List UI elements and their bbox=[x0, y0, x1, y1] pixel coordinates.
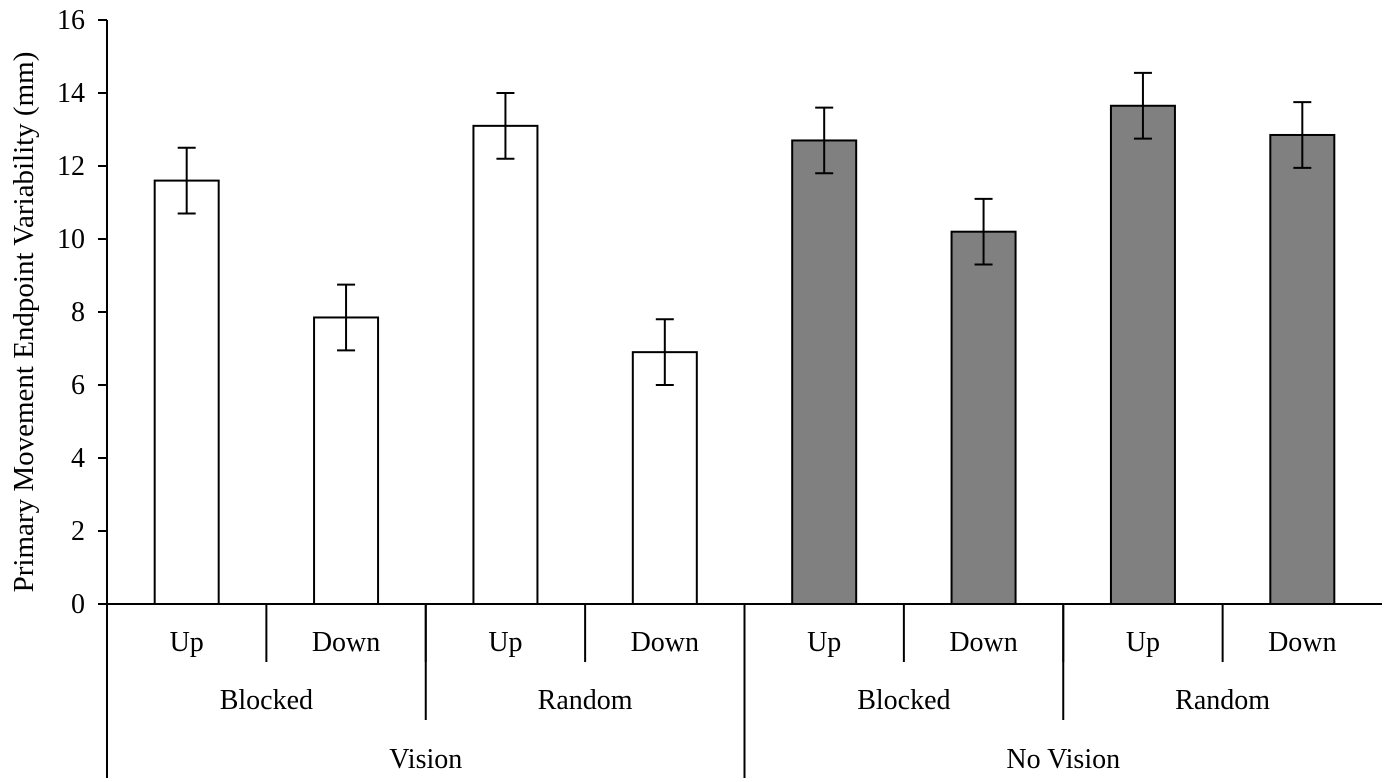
y-axis-label: Primary Movement Endpoint Variability (m… bbox=[8, 52, 40, 593]
x-category-label: Down bbox=[312, 627, 380, 658]
x-group-label: Blocked bbox=[220, 685, 313, 716]
bar bbox=[791, 139, 858, 605]
y-tick-label: 12 bbox=[57, 151, 85, 182]
x-supergroup-label: No Vision bbox=[1006, 744, 1120, 775]
x-group-label: Random bbox=[538, 685, 633, 716]
bar bbox=[950, 230, 1017, 605]
error-bar bbox=[655, 318, 674, 386]
x-supergroup-label: Vision bbox=[389, 744, 462, 775]
error-bar bbox=[815, 106, 834, 175]
y-tick-label: 2 bbox=[71, 516, 85, 547]
x-category-label: Down bbox=[631, 627, 699, 658]
y-tick-label: 4 bbox=[71, 443, 85, 474]
error-bar bbox=[177, 146, 196, 215]
y-ticks: 0 2 4 6 8 10 12 14 16 bbox=[57, 5, 107, 620]
error-bar bbox=[337, 283, 356, 352]
x-category-axis: Up Down Up Down Up Down Up Down Blocked Random Blo… bbox=[170, 604, 1337, 778]
x-category-label: Up bbox=[488, 627, 522, 658]
x-group-label: Random bbox=[1175, 685, 1270, 716]
x-group-label: Blocked bbox=[857, 685, 950, 716]
error-bar bbox=[1293, 101, 1312, 169]
bar bbox=[313, 316, 380, 605]
y-tick-label: 16 bbox=[57, 5, 85, 36]
y-tick-label: 14 bbox=[57, 78, 85, 109]
x-category-label: Up bbox=[170, 627, 204, 658]
bar bbox=[631, 351, 698, 605]
error-bars bbox=[177, 71, 1312, 386]
x-category-label: Down bbox=[949, 627, 1017, 658]
bar bbox=[153, 179, 220, 605]
y-axis-label-group: Primary Movement Endpoint Variability (m… bbox=[8, 52, 40, 593]
x-category-label: Up bbox=[807, 627, 841, 658]
y-tick-label: 8 bbox=[71, 297, 85, 328]
bar bbox=[1109, 104, 1176, 606]
y-tick-label: 6 bbox=[71, 370, 85, 401]
bar bbox=[472, 124, 539, 605]
bar bbox=[1269, 133, 1336, 605]
x-category-label: Up bbox=[1126, 627, 1160, 658]
error-bar bbox=[496, 92, 515, 160]
x-category-label: Down bbox=[1268, 627, 1336, 658]
bars bbox=[153, 104, 1336, 606]
y-tick-label: 0 bbox=[71, 589, 85, 620]
error-bar bbox=[1133, 71, 1152, 140]
error-bar bbox=[974, 197, 993, 266]
y-tick-label: 10 bbox=[57, 224, 85, 255]
